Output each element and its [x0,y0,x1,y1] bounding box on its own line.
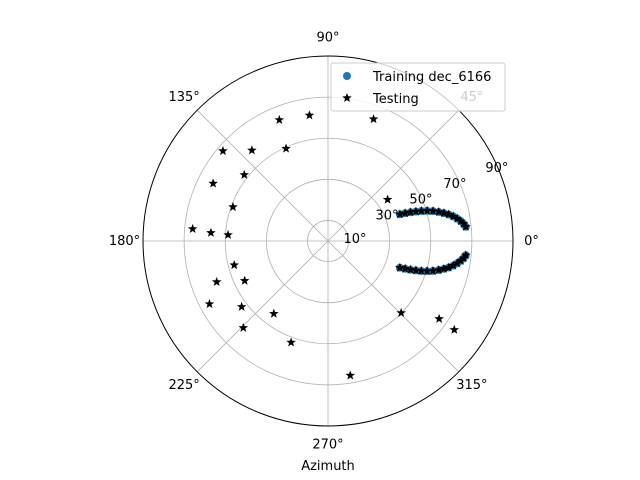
testing-point [274,114,285,124]
grid-spoke [196,240,329,373]
legend-label-training: Training dec_6166 [372,70,491,85]
testing-point [238,322,249,332]
testing-point [449,324,460,334]
testing-point [395,209,405,219]
r-tick-label: 10° [343,232,366,247]
testing-point [434,313,444,323]
testing-point [416,265,427,276]
legend-circle-marker [343,72,351,80]
testing-point [382,194,393,204]
testing-point [218,145,228,156]
testing-point [223,229,233,239]
testing-point [416,206,427,216]
r-tick-label: 70° [443,177,466,192]
theta-tick-label: 180° [109,234,140,249]
testing-point [456,255,466,265]
testing-point [443,209,454,219]
testing-point [304,110,315,120]
theta-tick-label: 315° [456,378,487,393]
testing-point [368,114,379,124]
r-tick-label: 30° [375,208,398,223]
theta-tick-label: 270° [312,438,343,453]
theta-tick-label: 135° [168,90,199,105]
testing-point [448,260,459,270]
r-tick-label: 50° [409,193,432,208]
testing-point [239,169,250,179]
testing-point [452,213,462,223]
testing-point [239,275,250,285]
testing-point [395,262,405,272]
legend-label-testing: Testing [372,92,419,107]
grid-spoke [327,240,460,373]
testing-point [204,299,215,309]
legend-marker-testing [342,93,352,103]
grid-layer [143,56,513,426]
legend-star-marker [342,93,352,103]
grid-spoke [327,109,460,242]
testing-point [206,227,216,237]
testing-point [405,264,416,274]
testing-point [461,250,471,260]
testing-point [345,370,356,380]
r-tick-label: 90° [485,161,508,176]
theta-tick-label: 90° [316,31,339,46]
testing-point [281,143,291,153]
testing-point [236,301,247,311]
testing-point [229,260,239,270]
r-tick-labels: 10° 30° 50° 70° 90° [343,161,508,247]
testing-point [286,337,296,347]
theta-tick-label: 225° [168,378,199,393]
testing-point [411,265,421,275]
testing-point [433,265,444,275]
testing-point [422,266,432,276]
testing-point [428,265,438,275]
testing-point [400,263,410,273]
testing-point [448,211,459,221]
testing-point [411,206,421,216]
grid-spoke [196,109,329,242]
testing-point [433,206,444,216]
testing-point [211,276,222,286]
legend: Training dec_6166 Testing [330,62,506,112]
x-axis-label: Azimuth [301,459,355,474]
testing-point [187,223,198,233]
testing-point [422,205,432,215]
testing-point [443,262,454,272]
outer-ring [142,55,514,427]
series-testing [187,110,471,380]
testing-point [269,308,279,318]
testing-point [247,145,257,155]
testing-point [439,208,449,218]
testing-point [461,221,471,231]
legend-marker-training [343,72,351,80]
testing-point [405,207,416,217]
testing-point [452,258,462,268]
testing-point [208,178,218,188]
testing-point [428,206,438,216]
testing-point [456,216,466,226]
testing-point [458,218,469,228]
testing-point [228,201,238,212]
theta-tick-label: 0° [524,234,539,249]
legend-box [330,62,506,112]
testing-point [439,263,449,273]
testing-point [396,307,406,317]
testing-point [400,208,410,218]
